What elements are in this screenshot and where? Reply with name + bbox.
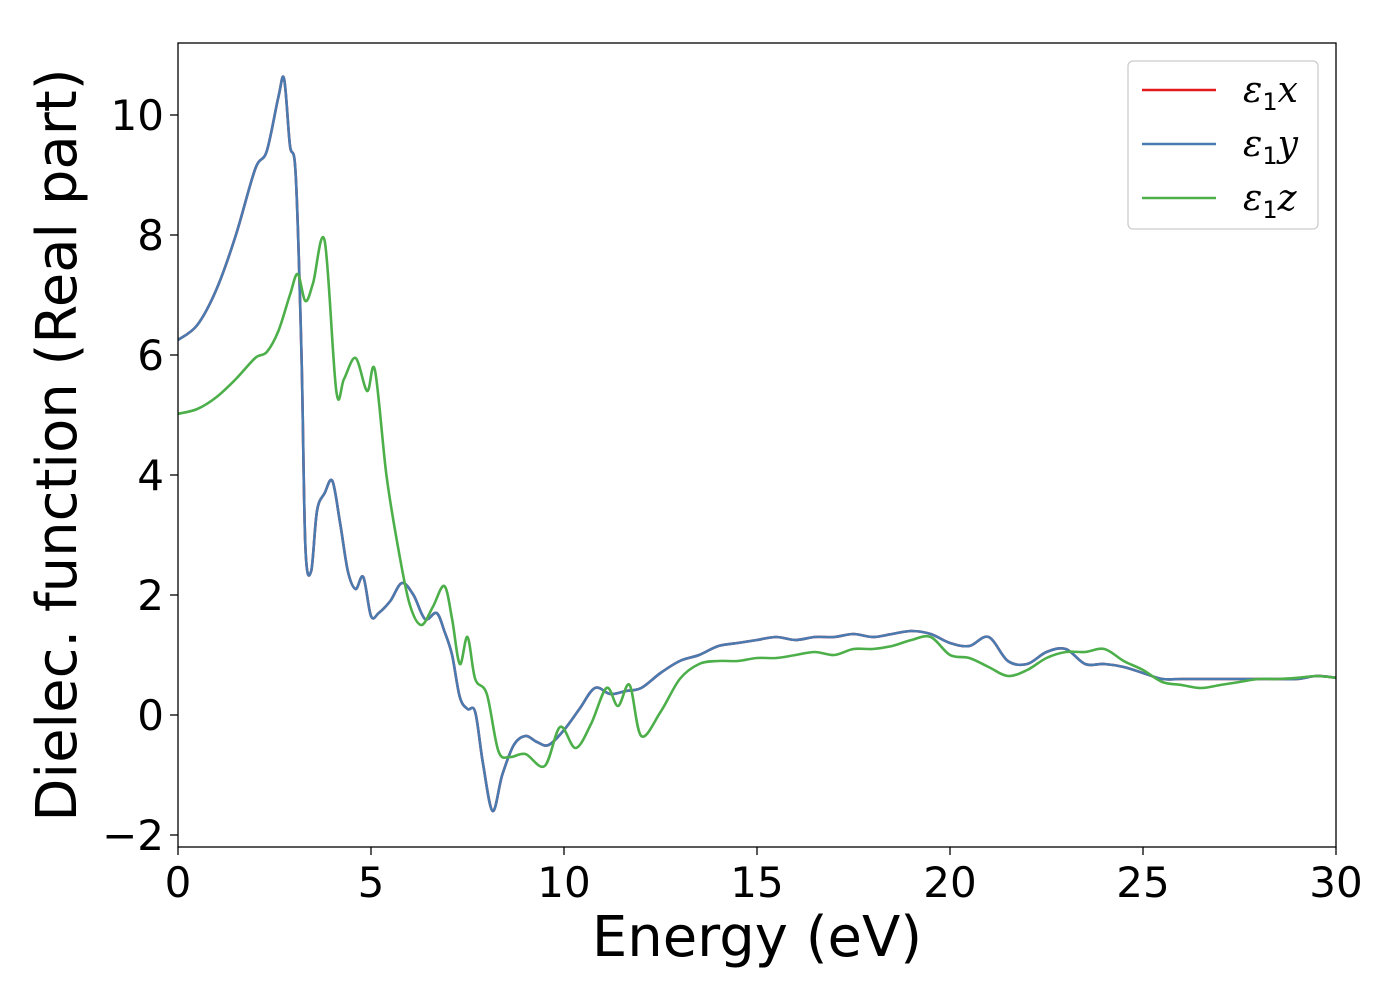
y-axis: −2 0 2 4 6 8 10 [102,91,178,860]
legend-label-z: ε1z [1243,178,1298,224]
x-tick-label: 25 [1116,858,1169,907]
y-tick-label: 4 [137,451,164,500]
legend-label-x: ε1x [1243,70,1298,116]
legend-label-y: ε1y [1243,124,1299,170]
x-tick-label: 0 [165,858,192,907]
legend: ε1x ε1y ε1z [1127,60,1319,230]
series-layer [178,75,1336,813]
x-axis-title: Energy (eV) [592,905,922,970]
series-line-y [178,75,1336,813]
x-tick-label: 15 [730,858,783,907]
x-tick-label: 5 [358,858,385,907]
y-tick-label: 6 [137,331,164,380]
y-tick-label: 2 [137,571,164,620]
legend-box [1127,60,1319,230]
y-axis-title: Dielec. function (Real part) [25,68,90,821]
x-axis: 0 5 10 15 20 25 30 [165,847,1363,907]
series-line-z [178,236,1336,769]
y-tick-label: 0 [137,691,164,740]
x-tick-label: 10 [537,858,590,907]
y-tick-label: −2 [102,811,164,860]
y-tick-label: 8 [137,211,164,260]
y-tick-label: 10 [111,91,164,140]
x-tick-label: 30 [1309,858,1362,907]
x-tick-label: 20 [923,858,976,907]
